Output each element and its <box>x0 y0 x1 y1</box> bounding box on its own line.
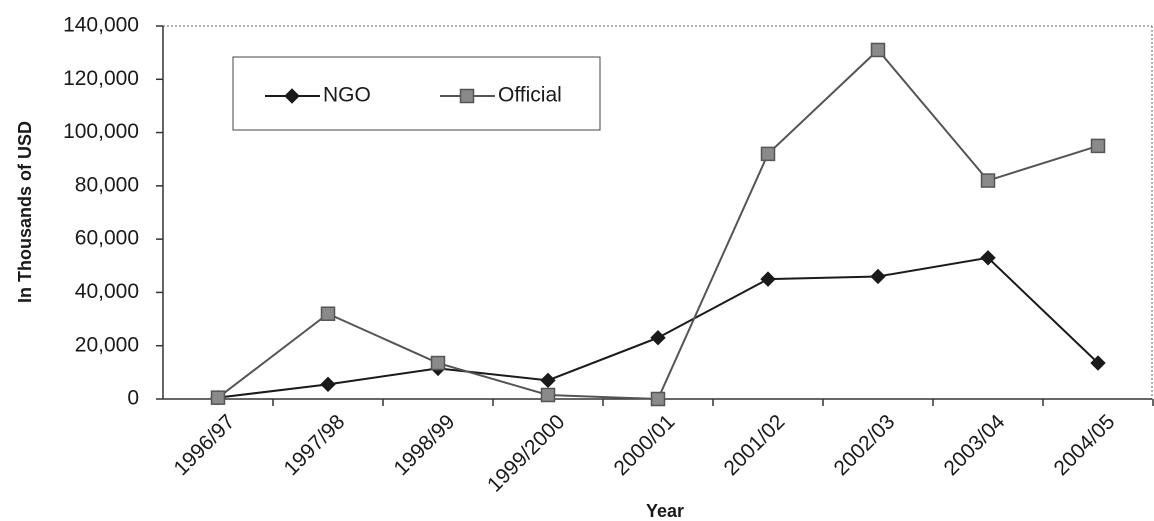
marker-square <box>980 173 996 188</box>
marker-diamond <box>284 88 300 104</box>
marker-square <box>459 88 475 104</box>
y-tick-label: 0 <box>127 387 139 410</box>
y-tick-label: 120,000 <box>63 67 139 90</box>
marker-diamond <box>320 376 336 393</box>
y-tick-label: 20,000 <box>75 333 139 356</box>
marker-diamond <box>540 372 556 389</box>
legend-label: NGO <box>323 84 371 107</box>
marker-diamond <box>980 250 996 266</box>
y-tick-label: 100,000 <box>63 120 139 143</box>
marker-square <box>210 390 226 405</box>
marker-diamond <box>1090 355 1106 371</box>
marker-square <box>650 391 666 407</box>
marker-square <box>1090 138 1106 154</box>
marker-square <box>540 387 556 403</box>
marker-square <box>760 146 776 162</box>
marker-diamond <box>870 268 886 285</box>
marker-diamond <box>760 271 776 287</box>
marker-square <box>870 42 886 58</box>
marker-square <box>430 355 446 371</box>
y-tick-label: 60,000 <box>75 227 139 250</box>
y-tick-label: 140,000 <box>63 14 139 37</box>
marker-diamond <box>650 330 666 346</box>
legend-label: Official <box>498 84 562 107</box>
y-axis-label: In Thousands of USD <box>15 121 35 303</box>
y-tick-label: 80,000 <box>75 173 139 196</box>
y-tick-label: 40,000 <box>75 280 139 303</box>
x-axis-label: Year <box>646 501 684 521</box>
marker-square <box>320 306 336 321</box>
